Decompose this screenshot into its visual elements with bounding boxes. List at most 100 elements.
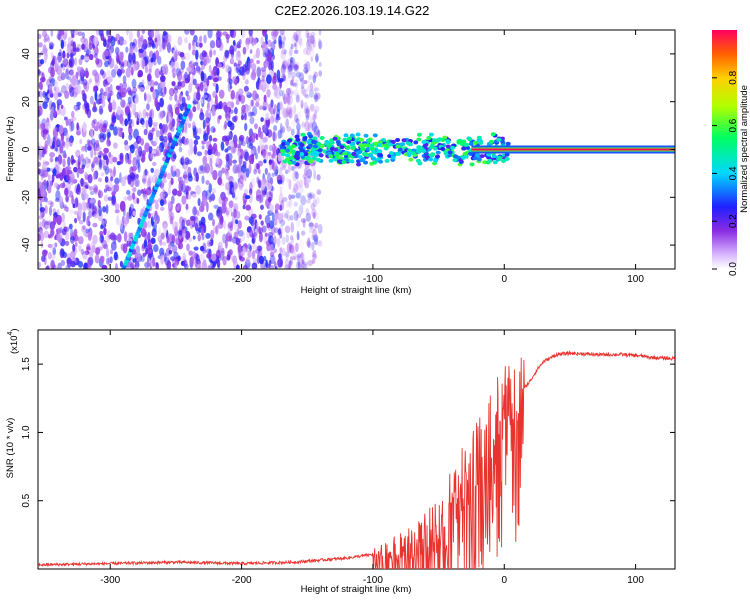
noise-cell [172,154,177,159]
noise-cell [80,54,85,60]
noise-cell [94,70,98,78]
noise-cell [289,106,294,111]
noise-cell [251,238,255,244]
noise-cell [315,94,320,102]
noise-cell [199,98,204,104]
noise-cell [57,262,62,269]
noise-cell [300,218,307,223]
noise-cell [311,84,318,94]
noise-cell [280,106,285,115]
noise-cell [56,108,61,116]
noise-cell [289,81,296,87]
noise-cell [130,90,137,100]
noise-cell [271,35,277,41]
noise-cell [275,91,281,100]
band-cell [280,148,286,153]
noise-cell [316,189,322,195]
noise-cell [136,197,140,205]
snr-multiplier: (x104) [7,328,20,354]
noise-cell [79,154,84,166]
noise-cell [274,266,278,269]
band-cell [467,137,473,142]
noise-cell [182,138,187,146]
noise-cell [39,59,45,65]
noise-cell [175,221,179,227]
noise-cell [125,46,129,53]
noise-cell [44,33,50,42]
colorbar-tick-label: 0.2 [728,214,739,228]
noise-cell [197,86,200,94]
noise-cell [212,127,216,133]
noise-cell [146,179,151,191]
noise-cell [92,222,98,228]
noise-cell [309,227,315,234]
band-cell [435,138,441,143]
noise-cell [195,65,201,72]
band-cell [356,162,362,167]
noise-cell [261,42,268,53]
noise-cell [207,212,214,221]
noise-cell [255,222,259,230]
noise-cell [224,110,228,119]
noise-cell [239,175,244,185]
noise-cell [59,226,63,234]
band-cell [313,152,319,157]
noise-cell [286,126,292,132]
noise-cell [46,79,51,85]
noise-cell [294,92,300,100]
noise-cell [182,174,188,179]
noise-cell [296,111,302,119]
noise-cell [173,61,180,73]
noise-cell [289,256,293,267]
noise-cell [250,178,256,189]
noise-cell [169,95,173,101]
noise-cell [104,84,108,94]
noise-cell [233,141,238,149]
noise-cell [151,140,157,147]
noise-cell [154,97,159,108]
heatmap-y-axis-label: Frequency (Hz) [5,116,16,181]
noise-cell [268,203,274,213]
band-cell [430,152,436,157]
noise-cell [60,72,66,81]
noise-cell [260,179,266,191]
noise-cell [307,259,313,267]
noise-cell [123,231,128,243]
noise-cell [241,231,246,242]
noise-cell [124,139,129,147]
noise-cell [66,47,70,53]
noise-cell [235,264,240,269]
noise-cell [170,164,177,172]
noise-cell [143,221,148,229]
noise-cell [104,176,109,183]
noise-cell [102,119,109,128]
noise-cell [110,241,117,251]
noise-cell [285,76,291,84]
noise-cell [207,30,213,39]
colorbar-tick-label: 0.8 [728,70,739,84]
noise-cell [48,41,54,47]
noise-cell [73,30,79,36]
noise-cell [232,159,238,164]
noise-cell [195,49,199,60]
noise-cell [316,174,321,181]
noise-cell [312,40,316,48]
noise-cell [111,194,116,205]
noise-cell [293,183,299,194]
noise-cell [67,156,71,167]
noise-cell [154,68,161,79]
noise-cell [193,144,198,155]
noise-cell [181,219,186,230]
noise-cell [263,94,267,103]
noise-cell [285,87,291,96]
band-cell [326,143,332,148]
noise-cell [312,74,317,84]
noise-cell [288,260,293,265]
noise-cell [308,191,314,199]
noise-cell [144,65,149,74]
band-cell [435,150,441,155]
noise-cell [250,71,257,81]
noise-cell [144,243,148,250]
noise-cell [64,166,69,175]
noise-cell [53,109,57,117]
